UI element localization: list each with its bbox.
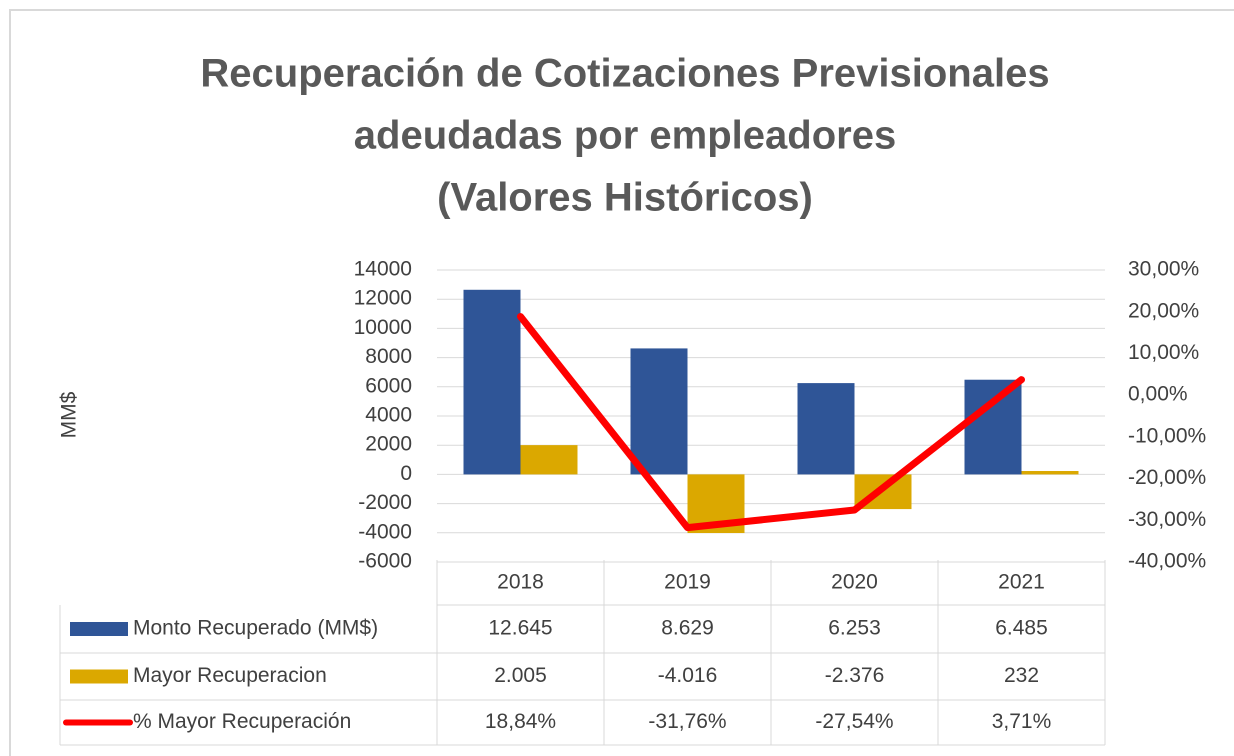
x-tick-label: 2021 <box>998 571 1045 594</box>
y2-tick-label: 10,00% <box>1128 341 1199 364</box>
y-tick-label: 10000 <box>354 316 412 339</box>
x-tick-label: 2020 <box>831 571 878 594</box>
bar <box>630 348 688 475</box>
y2-tick-label: -30,00% <box>1128 508 1206 531</box>
bar <box>463 289 521 475</box>
y2-tick-label: -20,00% <box>1128 466 1206 489</box>
legend-swatch <box>70 669 128 684</box>
data-label: -4.016 <box>658 664 718 687</box>
chart-border <box>9 9 1234 756</box>
bar <box>797 383 855 475</box>
data-label: 18,84% <box>485 710 556 733</box>
y-tick-label: 6000 <box>365 374 412 397</box>
legend-swatch <box>70 622 128 636</box>
bar <box>520 445 578 475</box>
data-label: 2.005 <box>494 664 547 687</box>
x-tick-label: 2018 <box>497 571 544 594</box>
data-label: 232 <box>1004 664 1039 687</box>
y-tick-label: 0 <box>400 462 412 485</box>
y-tick-label: 2000 <box>365 433 412 456</box>
y2-tick-label: -10,00% <box>1128 424 1206 447</box>
data-label: 6.253 <box>828 617 881 640</box>
y2-tick-label: 30,00% <box>1128 258 1199 281</box>
y-tick-label: 14000 <box>354 258 412 281</box>
legend-label: Monto Recuperado (MM$) <box>133 617 378 640</box>
data-label: 8.629 <box>661 617 714 640</box>
data-label: 3,71% <box>992 710 1052 733</box>
y-tick-label: -2000 <box>358 491 412 514</box>
y-tick-label: 4000 <box>365 404 412 427</box>
data-label: -2.376 <box>825 664 885 687</box>
bar <box>1021 471 1079 475</box>
y-tick-label: -4000 <box>358 520 412 543</box>
line <box>517 313 1025 532</box>
y-axis-label: MM$ <box>58 391 81 438</box>
y2-tick-label: -40,00% <box>1128 550 1206 573</box>
y2-tick-label: 0,00% <box>1128 383 1188 406</box>
data-label: 12.645 <box>488 617 552 640</box>
data-label: -27,54% <box>815 710 893 733</box>
bar <box>964 379 1022 475</box>
y2-tick-label: 20,00% <box>1128 299 1199 322</box>
data-label: 6.485 <box>995 617 1048 640</box>
y-tick-label: -6000 <box>358 550 412 573</box>
legend-label: Mayor Recuperacion <box>133 664 327 687</box>
chart-title: Recuperación de Cotizaciones Previsional… <box>200 52 1049 96</box>
y-tick-label: 12000 <box>354 287 412 310</box>
chart-title: adeudadas por empleadores <box>354 114 896 158</box>
legend-label: % Mayor Recuperación <box>133 710 351 733</box>
chart-title: (Valores Históricos) <box>437 176 813 220</box>
data-label: -31,76% <box>648 710 726 733</box>
y-tick-label: 8000 <box>365 345 412 368</box>
x-tick-label: 2019 <box>664 571 711 594</box>
